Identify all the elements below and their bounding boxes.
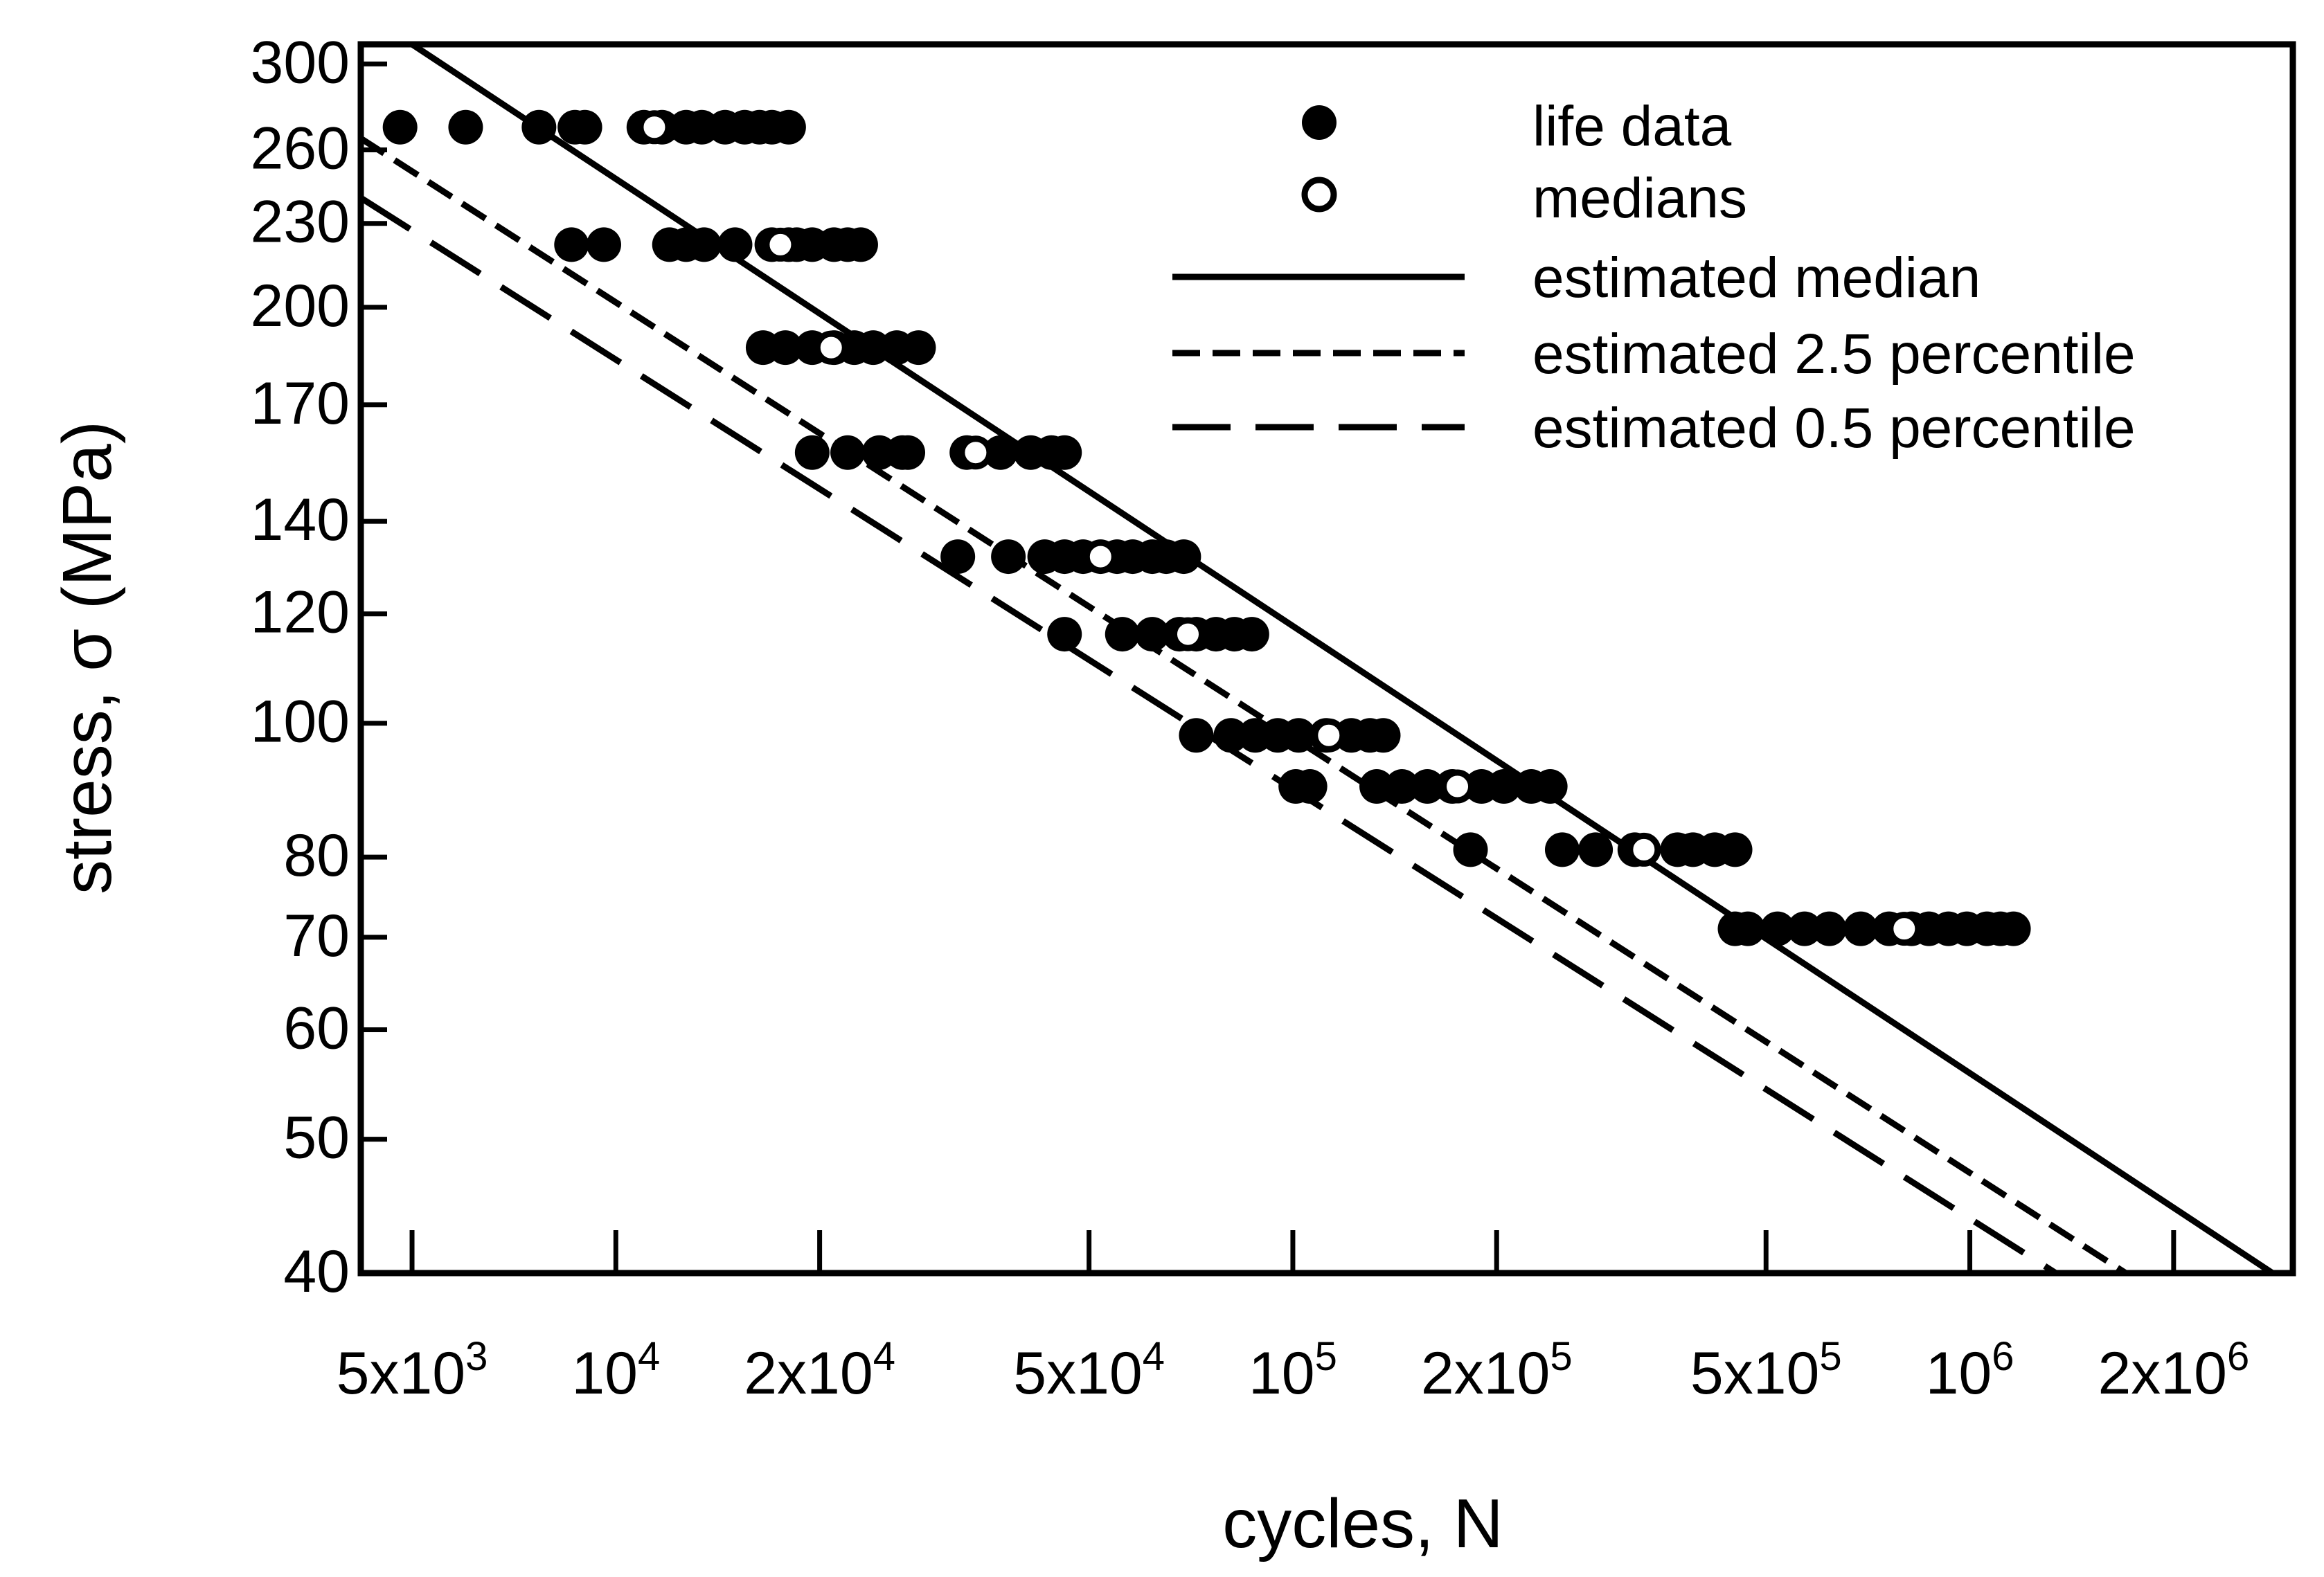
- x-tick-label: 2x104: [744, 1334, 895, 1407]
- y-tick-label: 140: [251, 487, 350, 553]
- life-data-point: [1134, 617, 1170, 652]
- life-data-point: [1760, 911, 1795, 946]
- y-tick-label: 170: [251, 370, 350, 437]
- life-data-point: [830, 435, 866, 470]
- life-data-point: [521, 109, 557, 145]
- life-data-point: [983, 435, 1018, 470]
- life-data-point: [1166, 539, 1201, 575]
- life-data-point: [1787, 911, 1822, 946]
- legend-swatch-life-data: [1302, 105, 1337, 140]
- legend-label: estimated 2.5 percentile: [1532, 323, 2136, 386]
- life-data-point: [1234, 617, 1269, 652]
- life-data-point: [1578, 832, 1614, 867]
- median-point: [1083, 539, 1118, 574]
- legend-label: life data: [1532, 95, 1732, 158]
- life-data-point: [843, 227, 878, 262]
- median-point: [1627, 832, 1661, 867]
- life-data-point: [586, 227, 621, 262]
- median-point: [958, 435, 993, 470]
- y-tick-label: 100: [251, 689, 350, 755]
- life-data-point: [1359, 769, 1395, 804]
- life-data-point: [1281, 718, 1316, 753]
- y-tick-label: 40: [283, 1238, 350, 1305]
- life-data-point: [1384, 769, 1420, 804]
- life-data-point: [1047, 435, 1082, 470]
- legend-label: estimated median: [1532, 246, 1981, 309]
- legend-label: estimated 0.5 percentile: [1532, 397, 2136, 460]
- y-tick-label: 200: [251, 273, 350, 339]
- life-data-point: [1544, 832, 1580, 867]
- x-tick-label: 2x105: [1421, 1334, 1573, 1407]
- median-point: [814, 330, 848, 365]
- life-data-point: [901, 330, 936, 366]
- y-tick-label: 80: [283, 822, 350, 889]
- life-data-point: [1047, 617, 1082, 652]
- y-tick-label: 120: [251, 579, 350, 646]
- life-data-point: [1717, 832, 1753, 867]
- y-tick-label: 70: [283, 903, 350, 969]
- life-data-point: [1213, 718, 1249, 753]
- life-data-point: [686, 227, 722, 262]
- data-points: [382, 109, 2031, 946]
- median-point: [1440, 769, 1475, 804]
- fit-line: [361, 136, 2128, 1273]
- median-point: [1312, 718, 1346, 753]
- life-data-point: [794, 435, 830, 470]
- life-data-point: [991, 539, 1026, 575]
- life-data-point: [1812, 911, 1847, 946]
- x-tick-label: 5x104: [1013, 1334, 1165, 1407]
- life-data-point: [1366, 718, 1401, 753]
- life-data-point: [940, 539, 976, 575]
- life-data-point: [1486, 769, 1521, 804]
- legend: life data medians estimated median estimate…: [1172, 95, 2136, 460]
- life-data-point: [1843, 911, 1879, 946]
- legend-swatch-medians: [1301, 177, 1337, 213]
- median-point: [763, 227, 798, 262]
- life-data-point: [717, 227, 753, 262]
- life-data-point: [1179, 718, 1214, 753]
- life-data-point: [1410, 769, 1445, 804]
- y-tick-label: 50: [283, 1105, 350, 1171]
- life-data-point: [382, 109, 418, 145]
- x-tick-label: 5x103: [337, 1334, 488, 1407]
- y-tick-label: 60: [283, 995, 350, 1062]
- median-point: [1887, 912, 1922, 946]
- median-point: [637, 110, 672, 145]
- x-axis-label: cycles, N: [1222, 1485, 1503, 1562]
- y-tick-label: 230: [251, 189, 350, 255]
- y-tick-label: 300: [251, 29, 350, 96]
- life-data-point: [1532, 769, 1568, 804]
- life-data-point: [1730, 911, 1765, 946]
- life-data-point: [448, 109, 483, 145]
- x-tick-label: 2x106: [2098, 1334, 2249, 1407]
- life-data-point: [1292, 769, 1328, 804]
- y-axis-label: stress, σ (MPa): [48, 421, 126, 894]
- median-point: [1171, 617, 1206, 651]
- life-data-point: [1996, 911, 2031, 946]
- life-data-point: [891, 435, 926, 470]
- x-tick-label: 5x105: [1690, 1334, 1842, 1407]
- y-tick-label: 260: [251, 115, 350, 181]
- life-data-point: [768, 330, 803, 366]
- life-data-point: [771, 109, 806, 145]
- plot-frame: [357, 41, 2296, 1277]
- legend-label: medians: [1532, 167, 1747, 230]
- life-data-point: [1453, 832, 1488, 867]
- life-data-point: [1105, 617, 1140, 652]
- life-data-point: [567, 109, 602, 145]
- life-data-point: [554, 227, 589, 262]
